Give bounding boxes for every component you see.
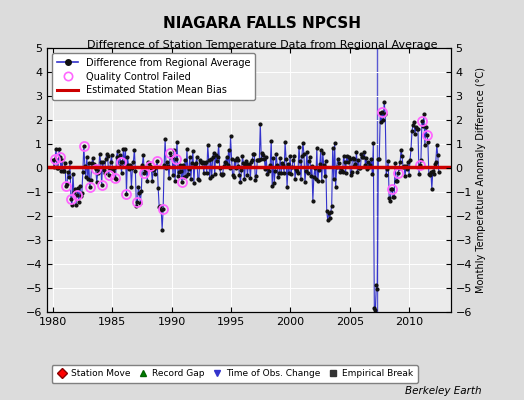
Text: Difference of Station Temperature Data from Regional Average: Difference of Station Temperature Data f…	[87, 40, 437, 50]
Legend: Station Move, Record Gap, Time of Obs. Change, Empirical Break: Station Move, Record Gap, Time of Obs. C…	[52, 365, 418, 383]
Y-axis label: Monthly Temperature Anomaly Difference (°C): Monthly Temperature Anomaly Difference (…	[476, 67, 486, 293]
Text: Berkeley Earth: Berkeley Earth	[406, 386, 482, 396]
Text: NIAGARA FALLS NPCSH: NIAGARA FALLS NPCSH	[163, 16, 361, 31]
